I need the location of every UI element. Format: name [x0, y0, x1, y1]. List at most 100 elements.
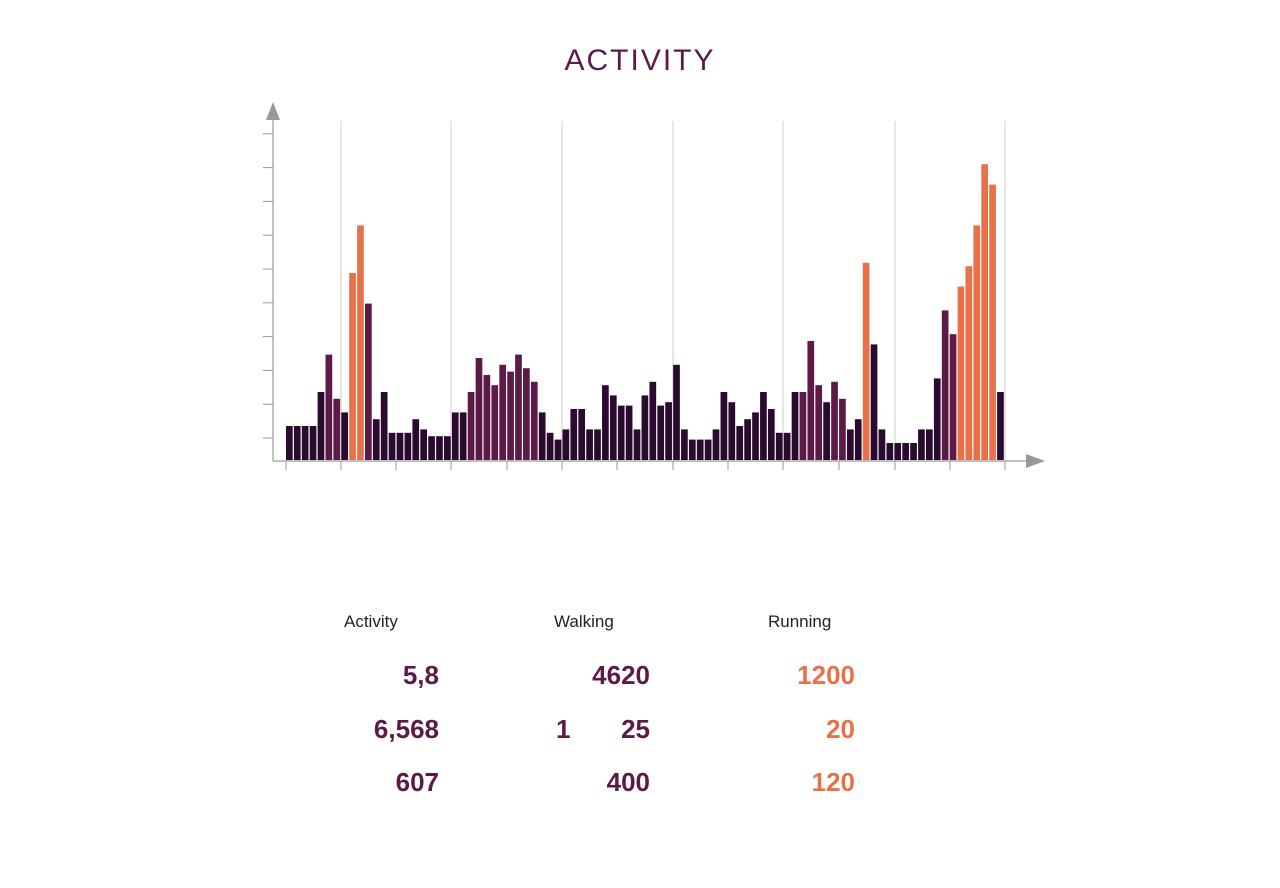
bar — [420, 429, 428, 460]
bar — [396, 432, 404, 460]
bar — [846, 429, 854, 460]
bar — [815, 385, 823, 460]
bar — [712, 429, 720, 460]
bar — [357, 225, 364, 460]
bar — [665, 402, 672, 460]
bar — [349, 273, 356, 460]
bar — [530, 381, 538, 460]
bar — [444, 436, 451, 460]
bar — [957, 286, 965, 460]
bar — [728, 402, 736, 460]
bar — [673, 364, 680, 460]
running-value-2: 20 — [826, 714, 855, 744]
bar — [791, 392, 799, 460]
activity-value-2: 6,568 — [373, 714, 439, 744]
bar — [380, 392, 388, 460]
bar — [515, 354, 522, 460]
running-value-3: 120 — [811, 767, 855, 797]
bar — [538, 412, 546, 460]
bar — [633, 429, 641, 460]
bar — [325, 354, 333, 460]
bar — [570, 409, 578, 460]
bar — [388, 432, 396, 460]
activity-bar-chart — [263, 102, 1045, 470]
bar — [902, 443, 909, 460]
bar — [981, 164, 988, 460]
bar — [752, 412, 759, 460]
bar — [973, 225, 981, 460]
bar — [404, 432, 412, 460]
bar — [688, 439, 696, 460]
bar — [562, 429, 570, 460]
bar — [949, 334, 957, 460]
bar — [775, 432, 783, 460]
bar — [941, 310, 949, 460]
bar — [894, 443, 902, 460]
bar — [602, 385, 609, 460]
bar — [507, 371, 514, 460]
bar — [854, 419, 862, 460]
bar — [989, 184, 996, 460]
bar — [609, 395, 617, 460]
bar — [783, 432, 791, 460]
bar — [372, 419, 380, 460]
bar — [586, 429, 593, 460]
bar — [412, 419, 420, 460]
bar — [886, 443, 894, 460]
bar — [720, 392, 728, 460]
bar — [467, 392, 475, 460]
bar — [862, 262, 870, 460]
bar — [641, 395, 649, 460]
bar — [523, 368, 530, 460]
x-axis-arrow — [1026, 454, 1045, 468]
bar — [491, 385, 499, 460]
running-header: Running — [768, 612, 832, 631]
bar — [365, 303, 372, 460]
bar — [997, 392, 1004, 460]
bar — [483, 375, 491, 460]
bar — [428, 436, 435, 460]
bar — [918, 429, 925, 460]
bar — [286, 426, 293, 460]
bar — [696, 439, 704, 460]
bar — [341, 412, 349, 460]
bar — [925, 429, 933, 460]
bar — [475, 358, 483, 460]
bar — [870, 344, 878, 460]
bar — [807, 341, 815, 460]
bar — [293, 426, 301, 460]
bar — [578, 409, 586, 460]
bar — [554, 439, 562, 460]
bar — [317, 392, 325, 460]
bar — [546, 432, 554, 460]
bar — [831, 381, 838, 460]
bar — [625, 405, 633, 460]
walking-value-2: 1 25 — [556, 714, 650, 744]
bar — [499, 364, 507, 460]
bar — [309, 426, 317, 460]
bar — [301, 426, 309, 460]
bar — [878, 429, 886, 460]
bar — [839, 398, 846, 460]
bar — [704, 439, 712, 460]
walking-value-3: 400 — [606, 767, 650, 797]
bar — [451, 412, 459, 460]
bar — [767, 409, 775, 460]
bar — [910, 443, 917, 460]
bar — [965, 266, 973, 460]
activity-value-3: 607 — [395, 767, 439, 797]
walking-value-1: 4620 — [592, 660, 650, 690]
bar — [333, 398, 341, 460]
activity-header: Activity — [344, 612, 398, 631]
bar — [799, 392, 807, 460]
bar — [681, 429, 688, 460]
walking-header: Walking — [554, 612, 614, 631]
bar — [823, 402, 830, 460]
bar — [657, 405, 665, 460]
activity-value-1: 5,8 — [402, 660, 439, 690]
bar — [744, 419, 751, 460]
bar — [617, 405, 625, 460]
bar — [933, 378, 941, 460]
bar — [649, 381, 657, 460]
bar — [736, 426, 744, 460]
